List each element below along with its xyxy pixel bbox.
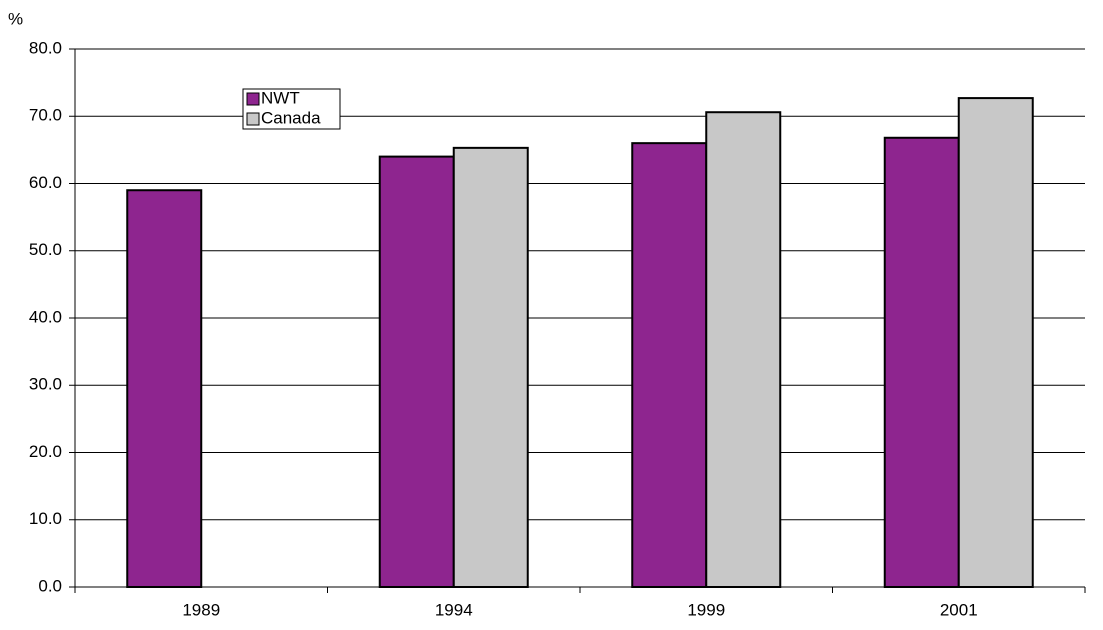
- legend-label: NWT: [261, 88, 300, 107]
- bar: [957, 97, 1034, 588]
- bar: [631, 142, 708, 588]
- y-tick-label: 50.0: [29, 240, 62, 259]
- y-axis-label: %: [8, 9, 23, 28]
- y-tick-label: 0.0: [38, 576, 62, 595]
- x-tick-label: 2001: [940, 600, 978, 619]
- x-tick-label: 1999: [687, 600, 725, 619]
- legend-label: Canada: [261, 108, 321, 127]
- y-tick-label: 60.0: [29, 173, 62, 192]
- bar: [705, 111, 782, 588]
- y-tick-label: 30.0: [29, 375, 62, 394]
- bar: [126, 189, 203, 588]
- y-tick-label: 80.0: [29, 38, 62, 57]
- legend-swatch: [246, 92, 260, 106]
- x-tick-label: 1989: [182, 600, 220, 619]
- bar: [452, 146, 529, 588]
- y-tick-label: 10.0: [29, 509, 62, 528]
- bar: [883, 136, 960, 589]
- y-tick-label: 20.0: [29, 442, 62, 461]
- bar: [378, 155, 455, 588]
- x-tick-label: 1994: [435, 600, 473, 619]
- y-tick-label: 70.0: [29, 106, 62, 125]
- legend-swatch: [246, 112, 260, 126]
- y-tick-label: 40.0: [29, 307, 62, 326]
